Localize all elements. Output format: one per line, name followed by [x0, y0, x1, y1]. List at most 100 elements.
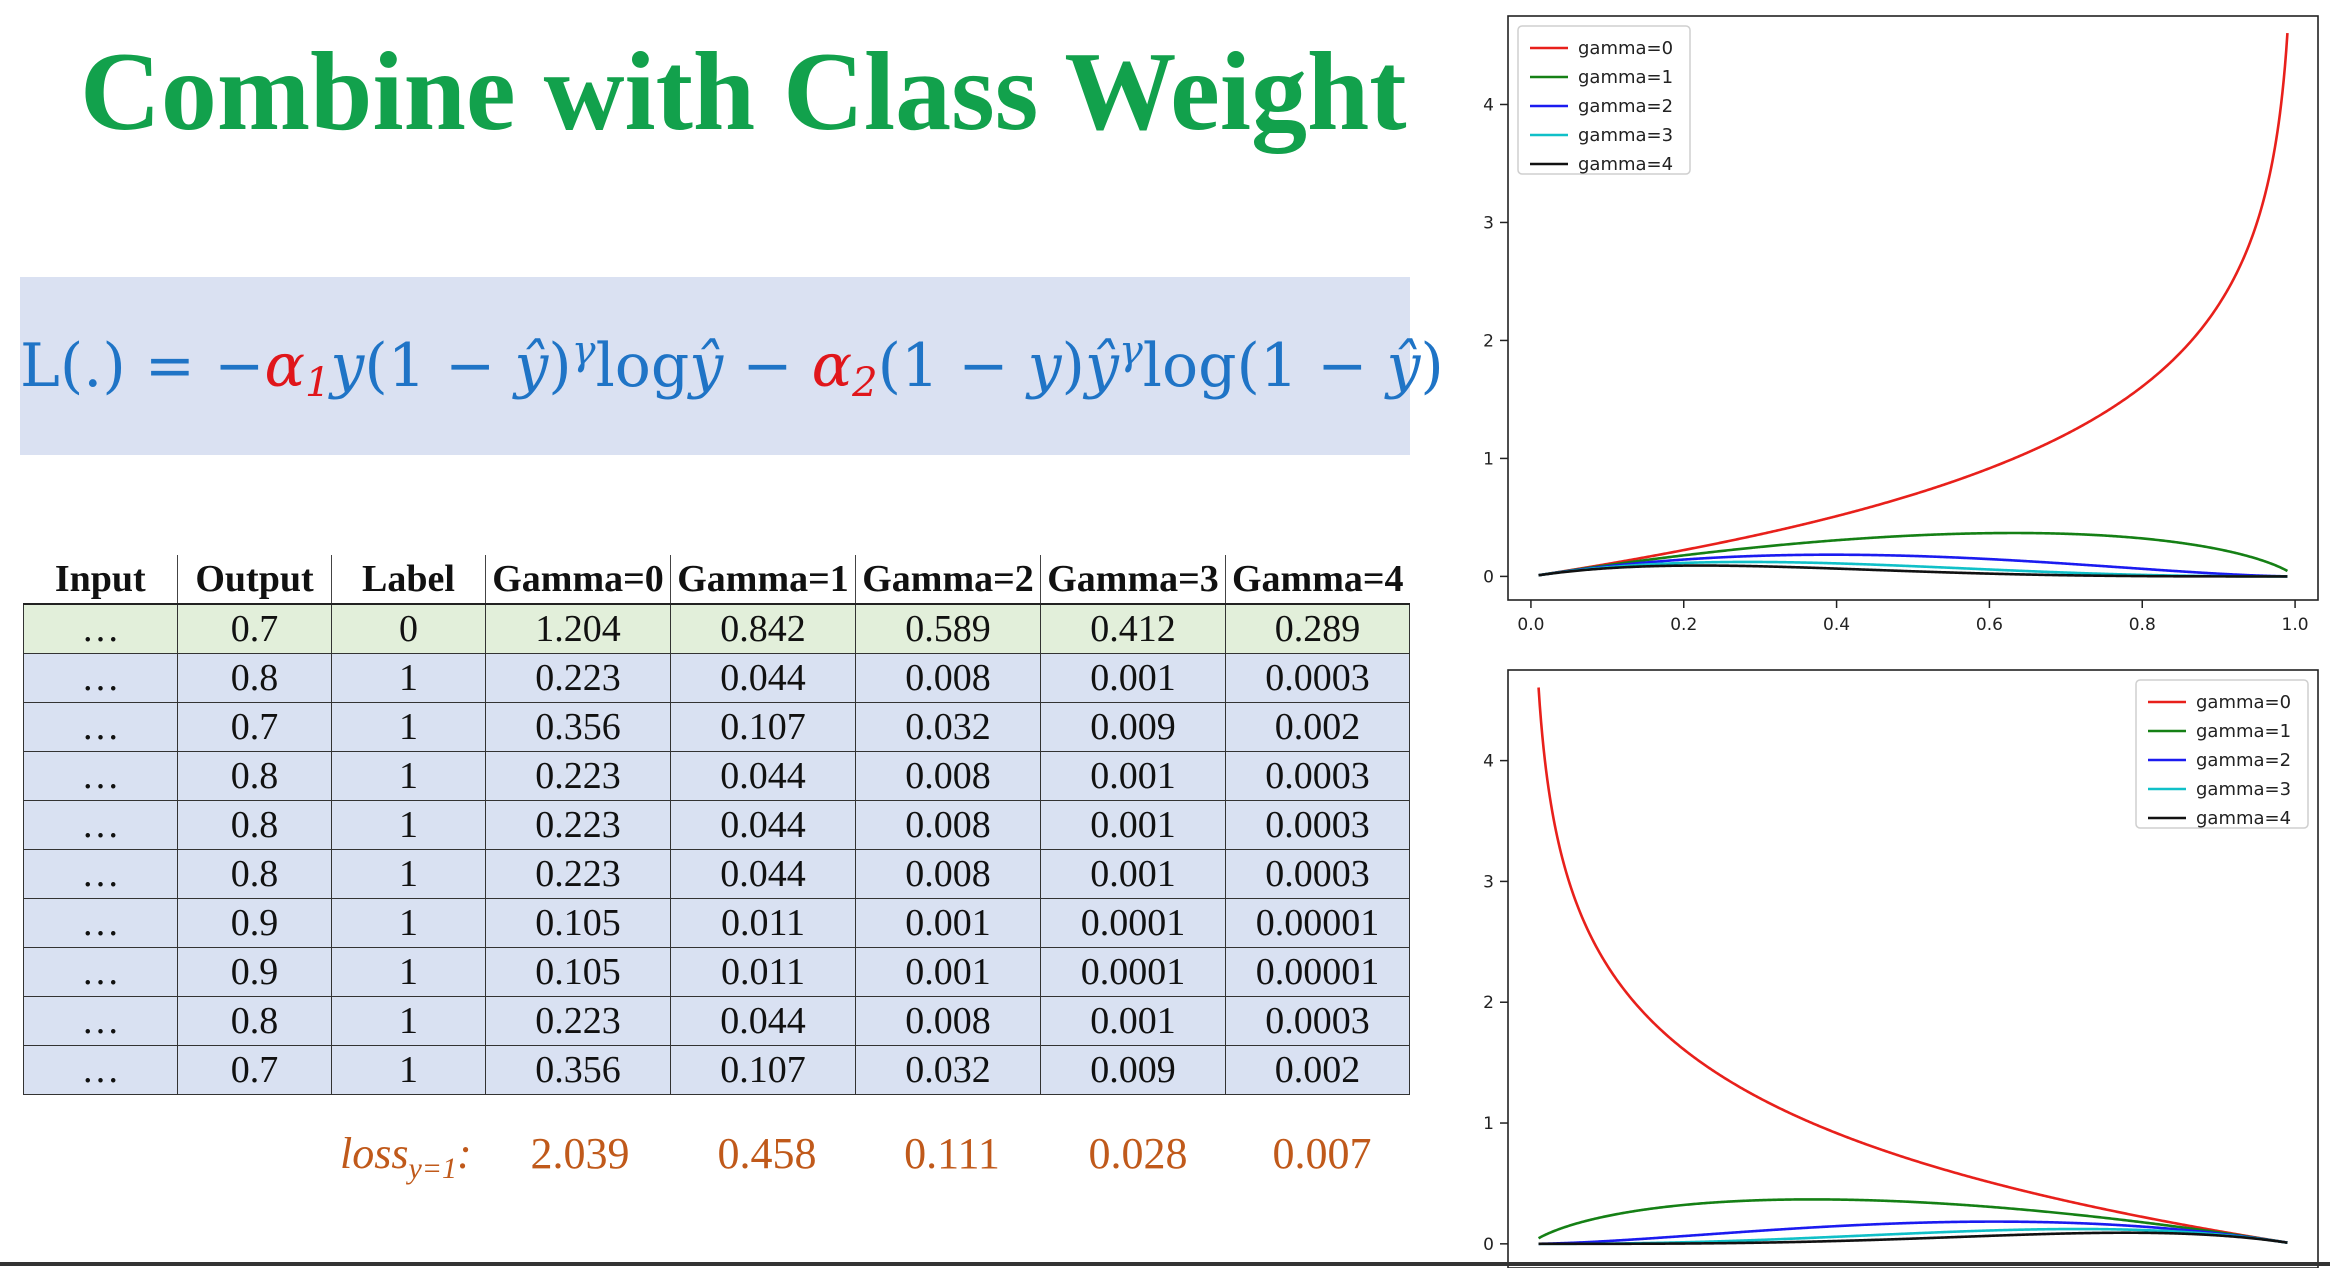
table-cell: … [23, 603, 178, 654]
formula-box: L(.) = −α1y(1 − ŷ)γlogŷ − α2(1 − y)ŷγlog… [20, 277, 1444, 455]
table-cell: 1 [331, 751, 486, 801]
series-line [1538, 1231, 2288, 1246]
table-row: … 0.8 1 0.223 0.044 0.008 0.001 0.0003 [23, 653, 1410, 703]
table-cell: 0.00001 [1225, 898, 1410, 948]
legend-label: gamma=1 [1578, 67, 1673, 88]
table-cell: 0.7 [177, 1045, 332, 1095]
table-cell: 0.0001 [1040, 898, 1226, 948]
formula-lhs: L(.) = − [20, 331, 265, 401]
legend-label: gamma=0 [1578, 38, 1673, 59]
table-cell: 1.204 [485, 603, 671, 654]
table-cell: … [23, 947, 178, 997]
table-cell: 0.223 [485, 996, 671, 1046]
table-cell: … [23, 751, 178, 801]
column-header: Gamma=3 [1040, 555, 1226, 604]
x-tick-label: 1.0 [2282, 615, 2309, 635]
table-cell: 1 [331, 996, 486, 1046]
loss-value: 2.039 [530, 1129, 630, 1178]
table-cell: 0.001 [1040, 653, 1226, 703]
table-cell: 0.008 [855, 996, 1041, 1046]
legend-label: gamma=1 [2196, 721, 2291, 742]
table-cell: 0.8 [177, 996, 332, 1046]
table-cell: 0.105 [485, 947, 671, 997]
table-row: … 0.8 1 0.223 0.044 0.008 0.001 0.0003 [23, 800, 1410, 850]
table-cell: 0.8 [177, 800, 332, 850]
x-tick-label: 0.8 [2129, 615, 2156, 635]
table-row: … 0.8 1 0.223 0.044 0.008 0.001 0.0003 [23, 751, 1410, 801]
y-tick-label: 2 [1483, 993, 1494, 1013]
legend-label: gamma=2 [1578, 96, 1673, 117]
table-cell: 0.0003 [1225, 849, 1410, 899]
table-cell: 0.044 [670, 849, 856, 899]
focal-loss-chart-negative: 0 1 2 3 4 gamma=0 gamma=1 gamma=2 gamma=3 gamma=4 [1450, 655, 2330, 1268]
y-tick-label: 1 [1483, 449, 1494, 469]
table-cell: 0.0003 [1225, 800, 1410, 850]
legend-label: gamma=4 [1578, 154, 1673, 175]
table-cell: 1 [331, 947, 486, 997]
table-cell: 1 [331, 898, 486, 948]
table-cell: 0.356 [485, 1045, 671, 1095]
legend-label: gamma=0 [2196, 692, 2291, 713]
x-tick-label: 0.2 [1670, 615, 1697, 635]
table-cell: … [23, 1045, 178, 1095]
x-tick-label: 0.4 [1823, 615, 1850, 635]
table-cell: 1 [331, 849, 486, 899]
formula-alpha1: α1 [264, 331, 331, 406]
column-header: Gamma=0 [485, 555, 671, 604]
series-line [1538, 531, 2289, 577]
x-tick-label: 0.0 [1517, 615, 1544, 635]
table-cell: 0.011 [670, 947, 856, 997]
table-cell: 0.8 [177, 849, 332, 899]
table-cell: 0.032 [855, 702, 1041, 752]
plot-frame [1507, 15, 2319, 601]
table-cell: 1 [331, 653, 486, 703]
loss-value: 0.111 [904, 1129, 1000, 1178]
legend-label: gamma=4 [2196, 808, 2291, 829]
table-cell: 0.0003 [1225, 653, 1410, 703]
table-cell: 0.356 [485, 702, 671, 752]
loss-formula: L(.) = −α1y(1 − ŷ)γlogŷ − α2(1 − y)ŷγlog… [20, 328, 1444, 406]
table-cell: 0.008 [855, 751, 1041, 801]
table-row: … 0.7 1 0.356 0.107 0.032 0.009 0.002 [23, 702, 1410, 752]
table-cell: 0.9 [177, 947, 332, 997]
table-cell: 0.412 [1040, 603, 1226, 654]
column-header: Gamma=1 [670, 555, 856, 604]
table-cell: 0.001 [1040, 751, 1226, 801]
table-cell: 0.044 [670, 800, 856, 850]
table-cell: 0.009 [1040, 1045, 1226, 1095]
column-header: Label [331, 555, 486, 604]
table-cell: … [23, 702, 178, 752]
table-cell: 0.008 [855, 800, 1041, 850]
table-cell: 1 [331, 800, 486, 850]
loss-label: lossy=1: [340, 1129, 472, 1185]
table-cell: 0.589 [855, 603, 1041, 654]
bottom-divider [0, 1262, 2330, 1266]
table-cell: 0.001 [1040, 996, 1226, 1046]
table-cell: 0.001 [855, 898, 1041, 948]
table-cell: 0.223 [485, 849, 671, 899]
y-tick-label: 3 [1483, 213, 1494, 233]
table-header-row: Input Output Label Gamma=0 Gamma=1 Gamma=2 Gam… [24, 555, 1410, 604]
y-tick-label: 0 [1483, 567, 1494, 587]
table-row: … 0.7 0 1.204 0.842 0.589 0.412 0.289 [23, 603, 1410, 654]
table-cell: 0.044 [670, 996, 856, 1046]
loss-value: 0.007 [1272, 1129, 1372, 1178]
series-line [1538, 32, 2289, 577]
table-cell: 0.008 [855, 653, 1041, 703]
table-cell: 0.011 [670, 898, 856, 948]
table-cell: 0.032 [855, 1045, 1041, 1095]
table-cell: 0.9 [177, 898, 332, 948]
table-row: … 0.8 1 0.223 0.044 0.008 0.001 0.0003 [23, 996, 1410, 1046]
table-cell: 0.009 [1040, 702, 1226, 752]
table-cell: 0.0003 [1225, 751, 1410, 801]
y-tick-label: 4 [1483, 752, 1494, 772]
table-cell: 0.223 [485, 751, 671, 801]
table-cell: 0.223 [485, 653, 671, 703]
column-header: Gamma=4 [1225, 555, 1410, 604]
column-header: Output [177, 555, 332, 604]
formula-alpha2: α2 [811, 331, 878, 406]
table-cell: 0.842 [670, 603, 856, 654]
y-tick-label: 2 [1483, 331, 1494, 351]
y-tick-label: 3 [1483, 872, 1494, 892]
table-cell: 1 [331, 702, 486, 752]
